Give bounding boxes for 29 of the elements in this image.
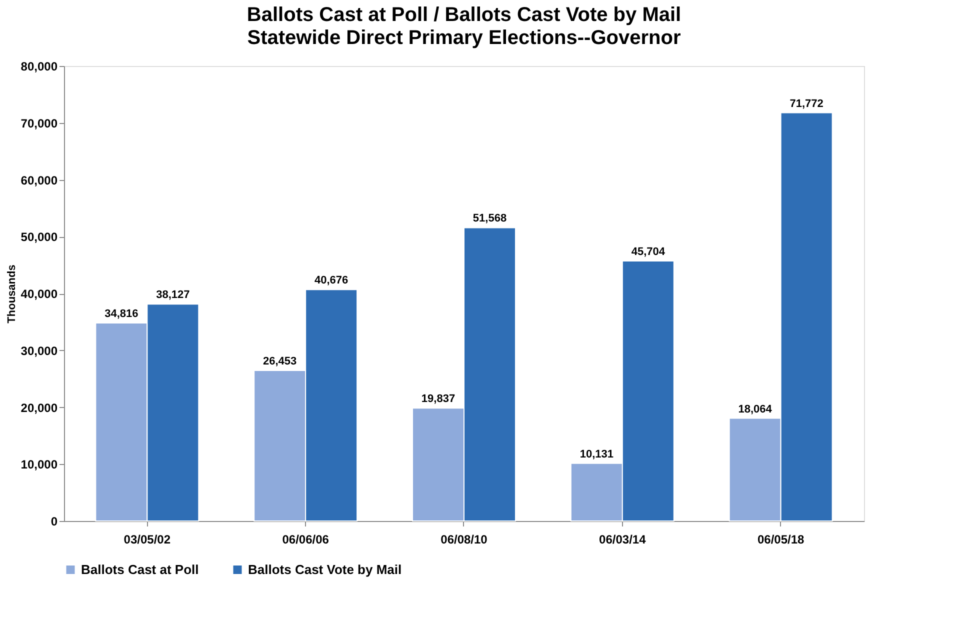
y-tick-label: 10,000 xyxy=(20,458,58,472)
y-tick-label: 40,000 xyxy=(20,287,58,301)
y-tick-label: 20,000 xyxy=(20,400,58,415)
data-label: 51,568 xyxy=(472,212,507,225)
y-tick-label: 30,000 xyxy=(20,344,58,358)
data-label: 45,704 xyxy=(631,246,666,258)
y-tick-label: 60,000 xyxy=(20,173,58,188)
data-label: 26,453 xyxy=(263,356,297,368)
y-tick-label: 80,000 xyxy=(20,60,58,74)
data-label: 19,837 xyxy=(421,393,456,406)
y-tick-label: 0 xyxy=(50,514,58,528)
y-axis-title: Thousands xyxy=(6,264,18,324)
x-tick-label: 06/06/06 xyxy=(282,532,330,546)
data-label: 10,131 xyxy=(580,448,614,460)
data-label: 34,816 xyxy=(104,308,138,320)
legend-label: Ballots Cast at Poll xyxy=(81,562,199,577)
data-label: 18,064 xyxy=(738,403,773,416)
x-tick-label: 06/05/18 xyxy=(757,532,805,546)
chart-subtitle: Statewide Direct Primary Elections--Governor xyxy=(247,27,681,49)
y-tick-label: 70,000 xyxy=(20,116,58,130)
chart-title: Ballots Cast at Poll / Ballots Cast Vote by Mail xyxy=(246,4,682,26)
x-tick-label: 06/03/14 xyxy=(599,532,646,546)
x-tick-label: 03/05/02 xyxy=(124,532,171,546)
x-tick-label: 06/08/10 xyxy=(440,532,488,546)
y-tick-label: 50,000 xyxy=(20,230,58,244)
data-label: 40,676 xyxy=(314,274,348,287)
legend-label: Ballots Cast Vote by Mail xyxy=(248,562,402,577)
data-label: 71,772 xyxy=(790,98,824,110)
data-label: 38,127 xyxy=(156,289,190,302)
